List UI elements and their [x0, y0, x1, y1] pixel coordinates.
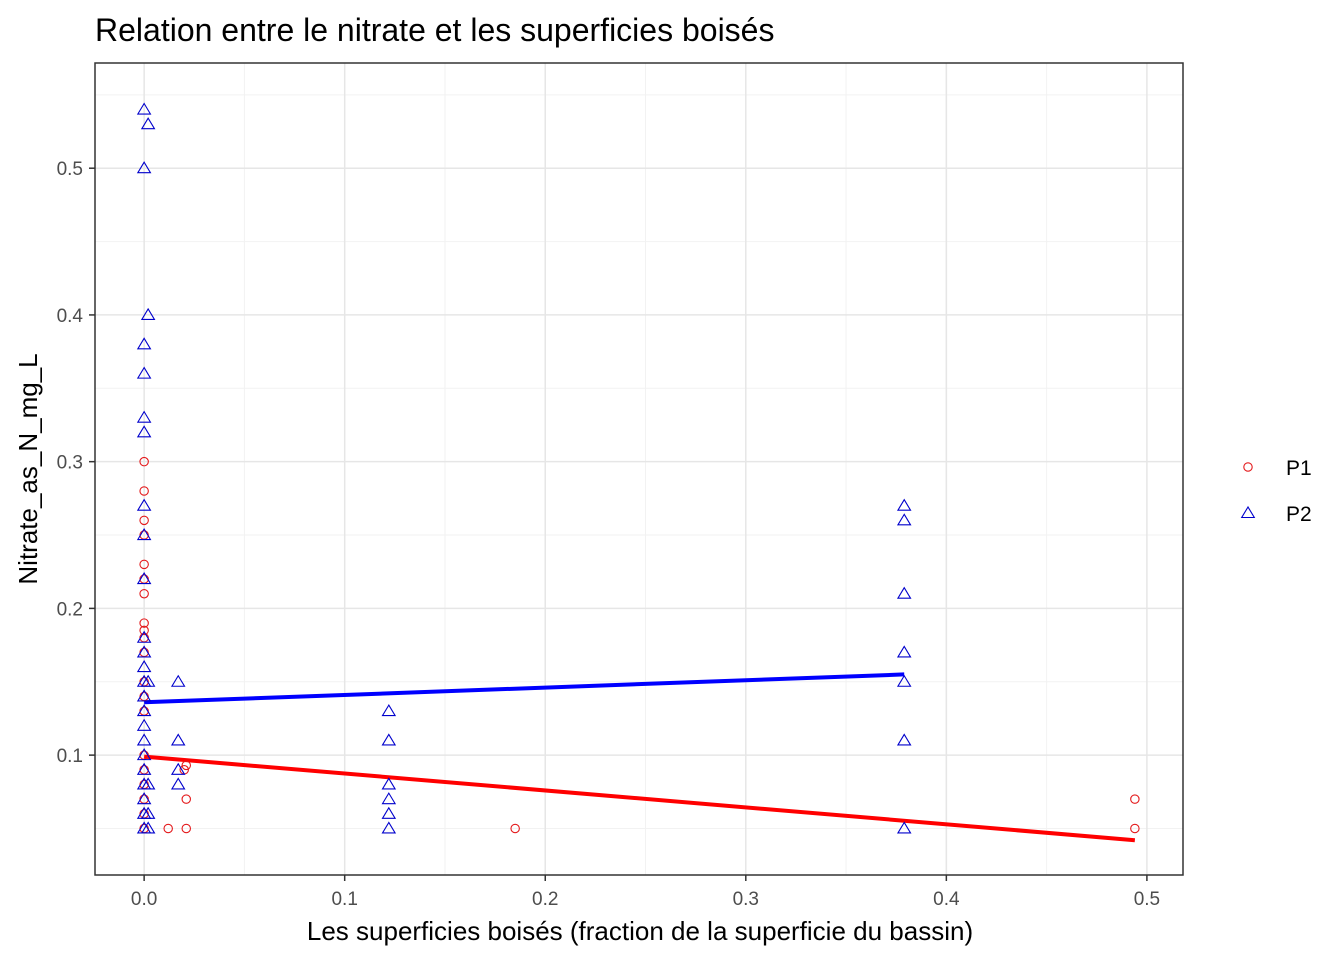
data-point-p2	[136, 630, 152, 643]
data-point-p1	[139, 559, 149, 570]
legend-label-p2: P2	[1286, 503, 1312, 526]
data-point-p2	[136, 527, 152, 541]
data-point-p2	[136, 425, 152, 438]
x-tick-label: 0.1	[331, 889, 357, 910]
data-point-p2	[140, 806, 156, 819]
data-point-p2	[136, 704, 152, 717]
data-point-p2	[381, 704, 397, 717]
data-point-p2	[140, 674, 156, 687]
x-axis-title: Les superficies boisés (fraction de la s…	[307, 916, 973, 946]
data-point-p1	[510, 823, 520, 834]
legend-key-p2	[1240, 505, 1256, 519]
data-point-p2	[136, 410, 152, 423]
data-point-p2	[381, 777, 397, 790]
data-point-p1	[181, 760, 192, 771]
y-axis-title: Nitrate_as_N_mg_L	[13, 353, 43, 584]
plot-panel-border	[94, 62, 1184, 876]
data-point-p2	[896, 645, 912, 658]
legend-key-p1	[1243, 462, 1253, 472]
data-point-p2	[381, 792, 397, 805]
data-point-p2	[140, 117, 156, 130]
data-point-p2	[136, 660, 152, 673]
data-point-p2	[896, 513, 912, 526]
data-point-p2	[136, 645, 152, 658]
chart-title: Relation entre le nitrate et les superfi…	[95, 12, 774, 48]
legend: P1 P2	[1240, 457, 1312, 526]
y-tick-label: 0.5	[57, 159, 83, 180]
data-point-p1	[139, 515, 149, 526]
data-point-p2	[896, 674, 912, 687]
data-point-p2	[896, 586, 912, 599]
data-point-p2	[170, 674, 186, 687]
data-point-p2	[170, 733, 186, 746]
data-point-p1	[1130, 823, 1140, 834]
x-tick-label: 0.3	[733, 889, 759, 910]
data-point-p2	[136, 571, 152, 585]
fit-line-p2	[144, 672, 905, 705]
y-tick-label: 0.1	[57, 746, 83, 767]
data-point-p1	[139, 625, 149, 636]
y-tick-label: 0.3	[57, 453, 83, 474]
fit-lines	[143, 672, 1136, 843]
data-point-p2	[140, 821, 156, 834]
data-point-p1	[1130, 794, 1140, 804]
data-point-p1	[139, 456, 149, 467]
y-tick-label: 0.4	[57, 306, 84, 327]
x-tick-label: 0.4	[933, 889, 960, 910]
data-point-p2	[381, 806, 397, 819]
data-point-p2	[136, 748, 152, 761]
x-tick-label: 0.5	[1134, 889, 1160, 910]
data-point-p2	[896, 498, 912, 511]
data-point-p1	[139, 486, 149, 496]
data-point-p2	[136, 762, 152, 775]
data-point-p2	[136, 733, 152, 746]
data-point-p2	[136, 718, 152, 731]
data-point-p2	[136, 102, 152, 115]
data-point-p2	[170, 762, 186, 775]
data-point-p2	[136, 366, 152, 379]
y-tick-label: 0.2	[57, 599, 83, 620]
data-point-p2	[136, 792, 152, 805]
data-point-p1	[139, 618, 149, 628]
data-point-p2	[896, 821, 912, 834]
fit-line-p1	[143, 754, 1136, 843]
grid	[95, 63, 1183, 875]
data-point-p1	[139, 588, 149, 599]
data-points	[136, 102, 1140, 834]
data-point-p2	[381, 733, 397, 746]
data-point-p2	[170, 777, 186, 790]
data-point-p1	[181, 794, 192, 804]
legend-label-p1: P1	[1286, 457, 1312, 480]
data-point-p2	[140, 777, 156, 790]
data-point-p2	[136, 689, 152, 702]
data-point-p1	[163, 823, 173, 834]
data-point-p1	[181, 823, 192, 834]
data-point-p2	[896, 733, 912, 746]
x-tick-label: 0.0	[131, 889, 157, 910]
data-point-p2	[140, 307, 156, 320]
axis-ticks: 0.0 0.1 0.2 0.3 0.4 0.5 0.1 0.2 0.3 0.4 0.5	[57, 159, 1161, 910]
data-point-p2	[136, 161, 152, 174]
data-point-p2	[381, 821, 397, 834]
data-point-p2	[136, 498, 152, 511]
x-tick-label: 0.2	[532, 889, 558, 910]
data-point-p2	[136, 337, 152, 350]
